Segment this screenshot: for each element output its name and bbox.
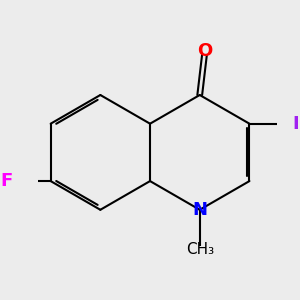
Text: N: N — [192, 201, 207, 219]
Text: F: F — [1, 172, 13, 190]
Text: I: I — [292, 115, 299, 133]
Text: O: O — [197, 42, 212, 60]
Text: CH₃: CH₃ — [186, 242, 214, 257]
